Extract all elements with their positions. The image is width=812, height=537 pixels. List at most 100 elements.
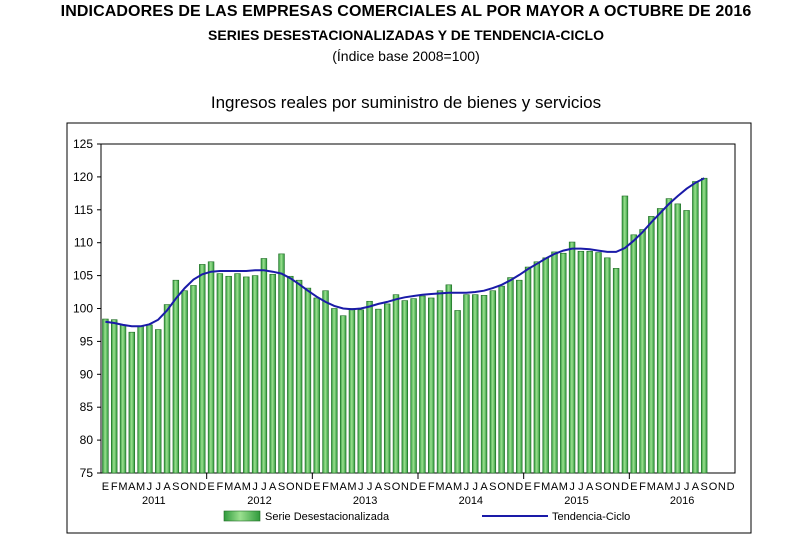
x-month-label: M bbox=[136, 481, 145, 493]
bar bbox=[146, 324, 153, 474]
y-tick-label: 110 bbox=[74, 236, 93, 250]
bar bbox=[322, 290, 329, 474]
x-month-label: J bbox=[675, 481, 681, 493]
x-month-label: D bbox=[515, 481, 523, 493]
trend-line bbox=[105, 177, 705, 328]
bar bbox=[137, 325, 144, 474]
y-tick-label: 125 bbox=[73, 137, 93, 151]
x-month-label: M bbox=[647, 481, 656, 493]
x-month-label: J bbox=[472, 481, 478, 493]
bar bbox=[225, 275, 232, 474]
x-month-label: D bbox=[410, 481, 418, 493]
y-tick-label: 100 bbox=[73, 302, 93, 316]
x-month-label: F bbox=[428, 481, 435, 493]
bar bbox=[674, 203, 681, 474]
x-month-label: J bbox=[578, 481, 584, 493]
bar bbox=[243, 276, 250, 474]
bar bbox=[128, 331, 136, 474]
bar bbox=[463, 294, 470, 474]
y-tick-label: 115 bbox=[74, 203, 93, 217]
x-month-label: N bbox=[295, 481, 303, 493]
x-month-label: M bbox=[118, 481, 127, 493]
bar bbox=[700, 177, 708, 474]
x-month-label: J bbox=[569, 481, 575, 493]
bar bbox=[260, 258, 268, 474]
y-tick-label: 85 bbox=[80, 400, 94, 414]
bar bbox=[612, 268, 620, 474]
x-month-label: A bbox=[375, 481, 383, 493]
bar bbox=[630, 234, 637, 474]
x-month-label: A bbox=[692, 481, 700, 493]
x-month-label: A bbox=[551, 481, 559, 493]
bar bbox=[445, 284, 453, 474]
x-month-label: O bbox=[392, 481, 401, 493]
x-month-label: N bbox=[612, 481, 620, 493]
bar bbox=[287, 275, 294, 474]
bar bbox=[155, 329, 162, 474]
bar bbox=[190, 285, 197, 474]
x-month-label: E bbox=[313, 481, 320, 493]
x-month-label: A bbox=[656, 481, 664, 493]
bar bbox=[498, 285, 505, 474]
x-month-label: O bbox=[709, 481, 718, 493]
x-month-label: E bbox=[419, 481, 426, 493]
x-year-label: 2016 bbox=[670, 495, 694, 507]
bar bbox=[331, 308, 338, 474]
bar bbox=[234, 273, 241, 474]
bar bbox=[111, 319, 118, 474]
bar bbox=[102, 318, 109, 474]
x-month-label: S bbox=[384, 481, 391, 493]
x-month-label: M bbox=[330, 481, 339, 493]
bar bbox=[648, 216, 655, 474]
y-tick-label: 105 bbox=[73, 269, 93, 283]
x-month-label: E bbox=[207, 481, 214, 493]
bar bbox=[295, 279, 303, 474]
x-month-label: D bbox=[621, 481, 629, 493]
x-month-label: A bbox=[586, 481, 594, 493]
x-month-label: D bbox=[304, 481, 312, 493]
x-month-label: N bbox=[189, 481, 197, 493]
x-month-label: F bbox=[217, 481, 224, 493]
bar bbox=[366, 300, 373, 474]
bar bbox=[119, 324, 127, 474]
bar bbox=[560, 252, 567, 474]
bar bbox=[656, 208, 664, 474]
x-month-label: J bbox=[147, 481, 153, 493]
bar bbox=[419, 295, 426, 474]
bar bbox=[172, 279, 180, 474]
bar bbox=[392, 294, 400, 474]
x-month-label: N bbox=[401, 481, 409, 493]
x-month-label: J bbox=[252, 481, 258, 493]
x-month-label: S bbox=[278, 481, 285, 493]
y-tick-label: 90 bbox=[80, 367, 94, 381]
x-month-label: O bbox=[603, 481, 612, 493]
bar bbox=[683, 210, 690, 474]
x-year-label: 2012 bbox=[247, 495, 271, 507]
x-month-label: J bbox=[155, 481, 161, 493]
bar bbox=[304, 287, 312, 474]
x-month-label: O bbox=[180, 481, 189, 493]
bar bbox=[269, 273, 276, 474]
bar bbox=[278, 253, 285, 474]
legend-line-label: Tendencia-Ciclo bbox=[552, 511, 630, 523]
y-tick-label: 120 bbox=[73, 170, 93, 184]
bar bbox=[375, 308, 382, 474]
x-year-label: 2013 bbox=[353, 495, 377, 507]
bar bbox=[621, 195, 629, 474]
bar bbox=[692, 181, 699, 474]
x-month-label: S bbox=[701, 481, 708, 493]
x-month-label: S bbox=[489, 481, 496, 493]
x-month-label: D bbox=[198, 481, 206, 493]
bar bbox=[516, 279, 523, 474]
bar bbox=[542, 257, 549, 474]
x-month-label: J bbox=[367, 481, 373, 493]
legend-bar-label: Serie Desestacionalizada bbox=[265, 511, 390, 523]
bar bbox=[339, 315, 347, 474]
bar bbox=[568, 241, 576, 474]
bar bbox=[665, 198, 673, 474]
bar bbox=[604, 257, 611, 474]
x-month-label: M bbox=[347, 481, 356, 493]
bar bbox=[507, 277, 514, 474]
y-tick-label: 75 bbox=[80, 466, 94, 480]
